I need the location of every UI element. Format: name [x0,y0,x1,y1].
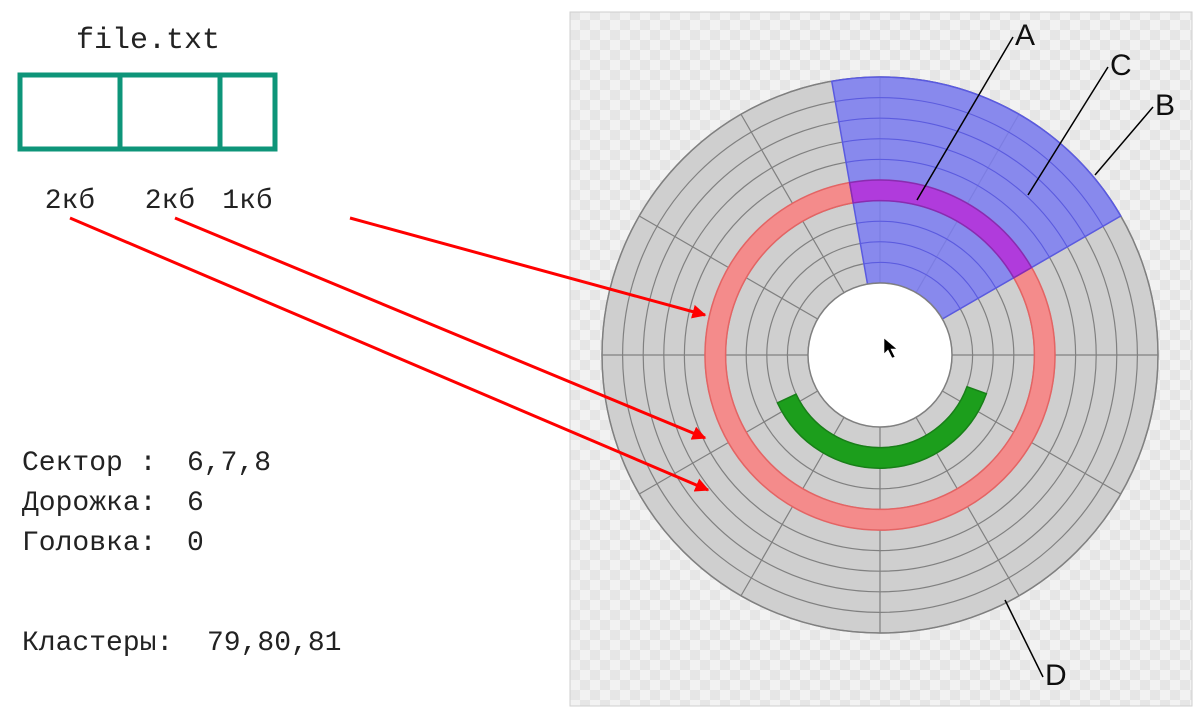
file-block-1 [120,75,220,149]
disk-hole [808,283,952,427]
disk-label-D: D [1045,659,1067,692]
file-block-label-1: 2кб [145,186,195,217]
cluster-value: 79,80,81 [207,628,341,659]
info-value-0: 6,7,8 [187,448,271,479]
diagram-root: file.txt 2кб 2кб 1кб Сектор : 6,7,8 Дорожка: 6Г… [0,0,1199,710]
cluster-label: Кластеры: [22,628,173,659]
disk-label-B: B [1155,89,1175,122]
info-label-1: Дорожка: [22,488,156,519]
disk-label-C: C [1110,49,1132,82]
info-label-0: Сектор : [22,448,156,479]
disk-label-A: A [1015,19,1035,52]
info-value-2: 0 [187,528,204,559]
file-block-label-0: 2кб [45,186,95,217]
info-label-2: Головка: [22,528,156,559]
file-title: file.txt [76,24,220,58]
file-block-0 [20,75,120,149]
file-block-2 [220,75,275,149]
info-value-1: 6 [187,488,204,519]
file-block-label-2: 1кб [222,186,272,217]
